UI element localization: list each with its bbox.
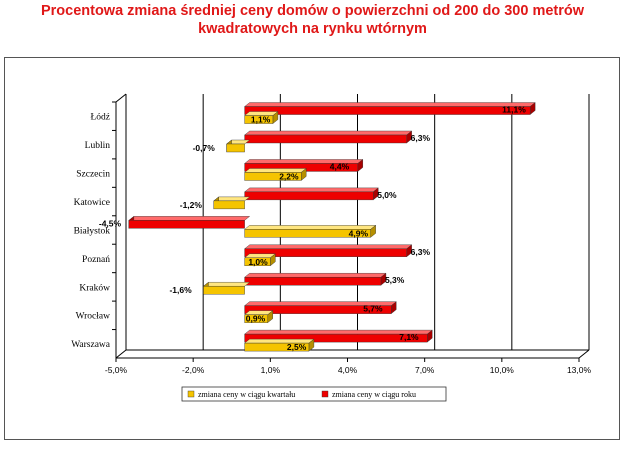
data-label-quarter: 4,9% — [349, 228, 369, 238]
x-tick-label: 7,0% — [415, 365, 435, 375]
bar-quarter — [226, 139, 251, 153]
floor-depth-edge — [578, 349, 590, 359]
bar-year — [244, 159, 364, 172]
data-label-quarter: -1,2% — [180, 200, 203, 210]
category-label: Lublin — [85, 141, 111, 151]
bar-year-top — [244, 102, 536, 107]
bar-quarter-front — [226, 143, 245, 153]
bar-quarter — [202, 281, 251, 295]
bar-year — [244, 244, 413, 258]
bar-quarter — [244, 224, 377, 238]
bar-year-top — [244, 187, 379, 193]
bar-quarter-top — [213, 196, 251, 202]
axis-depth-edge — [115, 93, 127, 103]
legend-box — [181, 386, 447, 402]
bar-quarter-front — [244, 115, 274, 124]
bar-year-top — [244, 244, 413, 249]
data-label-year: 5,7% — [363, 304, 383, 314]
bar-quarter-front — [244, 172, 302, 181]
category-label: Poznań — [82, 255, 110, 265]
data-label-year: 11,1% — [502, 105, 526, 115]
bar-quarter-front — [244, 314, 268, 323]
data-label-year: 7,1% — [399, 332, 419, 342]
data-label-year: 6,3% — [411, 247, 431, 257]
category-label: Wrocław — [76, 312, 111, 322]
data-label-quarter: 1,0% — [248, 257, 268, 267]
data-label-quarter: -0,7% — [193, 143, 216, 153]
bar-year-front — [244, 305, 392, 314]
bar-year-front — [244, 248, 407, 257]
floor-depth-edge — [115, 349, 127, 359]
x-tick-label: -5,0% — [105, 365, 128, 375]
x-tick-label: -2,0% — [182, 365, 205, 375]
bar-quarter — [244, 168, 307, 181]
category-label: Warszawa — [71, 340, 111, 350]
data-label-quarter: 2,2% — [279, 171, 299, 181]
bar-year-top — [128, 216, 251, 221]
x-tick-label: 4,0% — [338, 365, 358, 375]
bar-year-top — [244, 273, 387, 278]
bar-year-front — [244, 277, 382, 286]
data-label-quarter: 0,9% — [246, 314, 266, 324]
data-label-year: 4,4% — [330, 161, 350, 171]
category-label: Szczecin — [76, 170, 110, 180]
data-label-year: 5,0% — [377, 190, 397, 200]
data-label-year: -4,5% — [99, 218, 122, 228]
x-tick-label: 10,0% — [490, 365, 515, 375]
category-label: Katowice — [74, 198, 110, 208]
chart-title: Procentowa zmiana średniej ceny domów o … — [0, 2, 625, 38]
bar-quarter — [244, 338, 315, 352]
data-label-quarter: -1,6% — [169, 285, 192, 295]
bar-quarter-front — [213, 200, 245, 210]
bar-year — [244, 301, 397, 315]
legend-label-quarter: zmiana ceny w ciągu kwartału — [198, 390, 295, 399]
bar-quarter-front — [244, 229, 371, 238]
bar-year — [244, 272, 387, 286]
chart-title-line-2: kwadratowych na rynku wtórnym — [198, 21, 427, 37]
bar-year-top — [244, 130, 413, 136]
bar-year-front — [128, 220, 245, 229]
bar-quarter-front — [244, 257, 271, 266]
category-label: Białystok — [74, 226, 111, 236]
category-label: Kraków — [79, 283, 110, 293]
bar-year-front — [244, 134, 407, 144]
bar-year — [128, 215, 251, 229]
chart-title-line-1: Procentowa zmiana średniej ceny domów o … — [40, 3, 585, 19]
bar-year — [244, 187, 379, 201]
bar-year — [244, 130, 413, 144]
bar-quarter — [244, 310, 274, 324]
bar-quarter — [244, 111, 279, 124]
bar-quarter-front — [203, 286, 245, 295]
bar-quarter-top — [202, 282, 251, 287]
legend-swatch-year — [321, 390, 329, 398]
bar-quarter — [244, 253, 276, 267]
data-label-quarter: 1,1% — [251, 115, 271, 125]
bar-quarter-front — [244, 342, 310, 352]
data-label-quarter: 2,5% — [287, 342, 307, 352]
bar-year-front — [244, 106, 531, 115]
x-tick-label: 1,0% — [261, 365, 281, 375]
legend-swatch-quarter — [187, 390, 195, 398]
bar-year — [244, 329, 433, 343]
x-tick-label: 13,0% — [567, 365, 592, 375]
data-label-year: 5,3% — [385, 275, 405, 285]
legend-label-year: zmiana ceny w ciągu roku — [332, 390, 416, 399]
bar-year-front — [244, 333, 428, 343]
bar-year — [244, 102, 536, 115]
data-label-year: 6,3% — [411, 133, 431, 143]
bar-year-front — [244, 191, 374, 201]
category-label: Łódź — [90, 113, 110, 123]
bar-quarter — [213, 196, 251, 210]
